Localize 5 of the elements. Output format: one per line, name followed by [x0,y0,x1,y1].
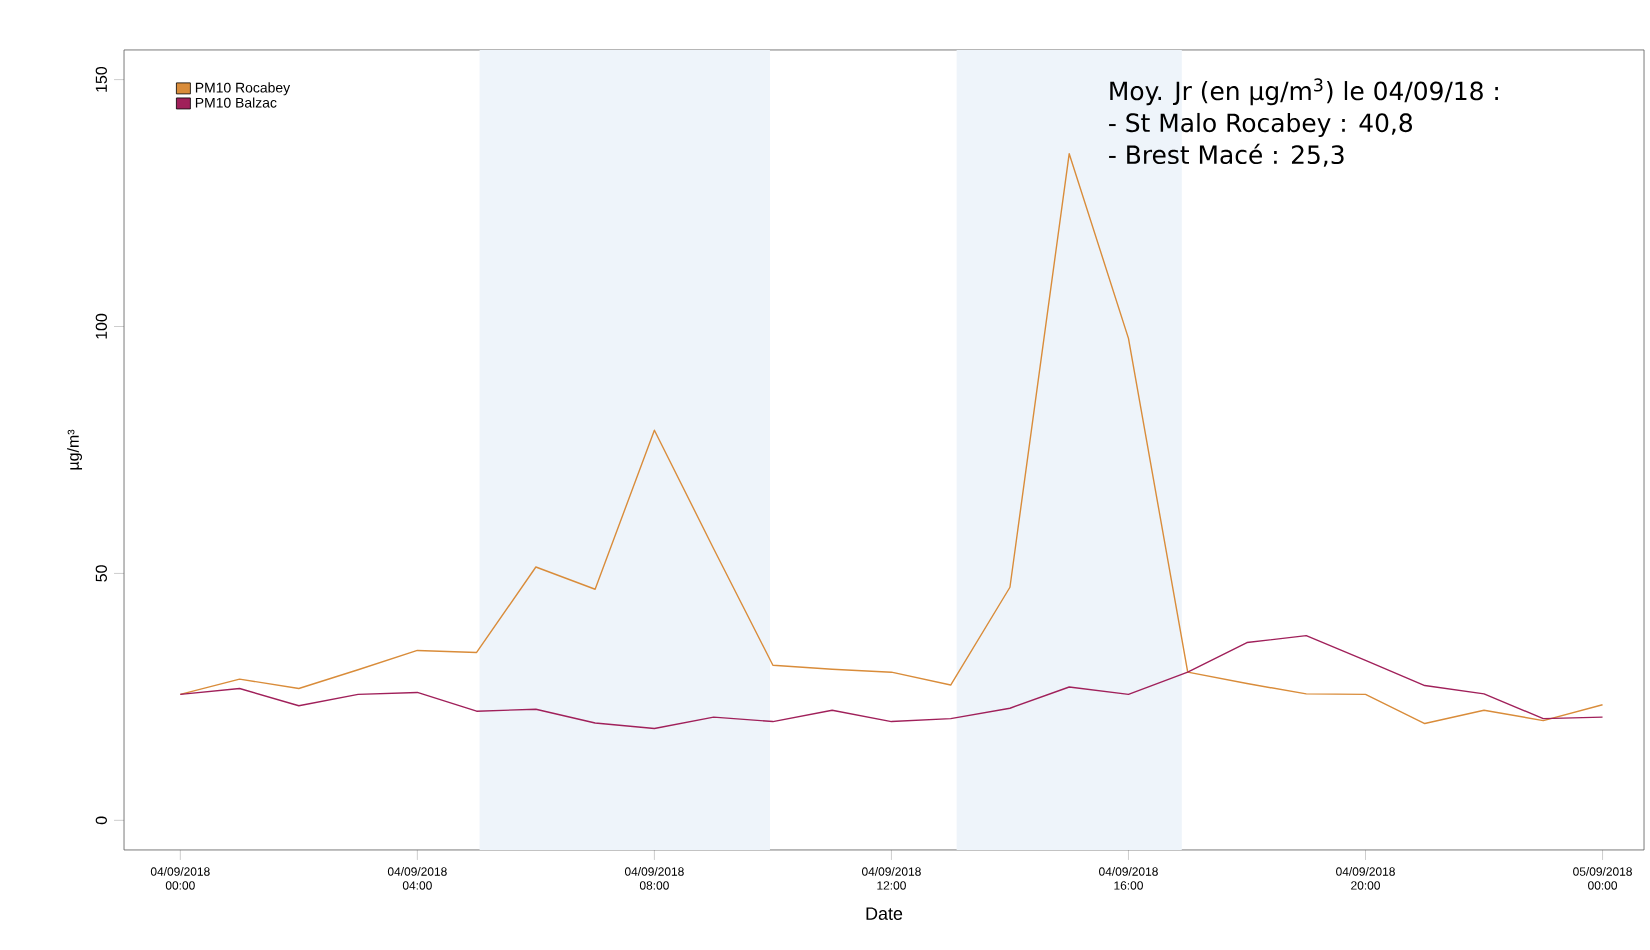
annotation: - Brest Macé : 25,3 [1109,143,1344,167]
line-series [179,634,1604,730]
annotation: - St Malo Rocabey : 40,8 [1109,112,1412,138]
annotation: Moy. Jr (en µg/m$^{3}$) le 04/09/18 : [1110,78,1498,106]
x-axis-title: Date [866,907,903,920]
